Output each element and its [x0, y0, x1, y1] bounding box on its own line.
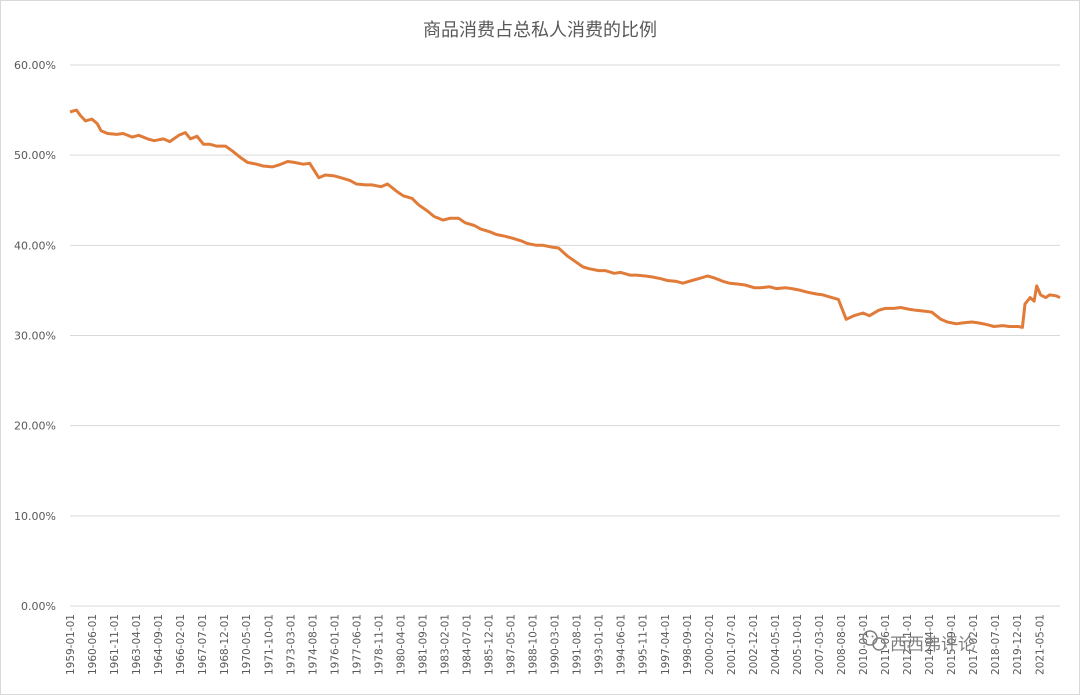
x-tick-label: 1984-07-01: [462, 614, 474, 675]
x-tick-label: 1995-11-01: [638, 614, 650, 675]
x-tick-label: 1974-08-01: [307, 614, 319, 675]
x-tick-label: 1994-06-01: [616, 614, 628, 675]
x-tick-label: 1998-09-01: [682, 614, 694, 675]
x-tick-label: 1959-01-01: [65, 614, 77, 675]
x-axis-tick-labels: 1959-01-01 1960-06-01 1961-11-01 1963-04-01…: [65, 614, 1046, 675]
x-tick-label: 1970-05-01: [241, 614, 253, 675]
y-tick-label: 20.00%: [14, 420, 56, 433]
x-tick-label: 1985-12-01: [484, 614, 496, 675]
watermark: 西西弗评论: [862, 630, 975, 655]
x-tick-label: 1960-06-01: [87, 614, 99, 675]
x-tick-label: 2018-07-01: [990, 614, 1002, 675]
x-tick-label: 1997-04-01: [660, 614, 672, 675]
y-tick-label: 30.00%: [14, 330, 56, 343]
x-tick-label: 1993-01-01: [594, 614, 606, 675]
x-tick-label: 1983-02-01: [439, 614, 451, 675]
watermark-text: 西西弗评论: [890, 635, 975, 655]
y-tick-label: 50.00%: [14, 149, 56, 162]
x-tick-label: 2010-01-01: [858, 614, 870, 675]
x-tick-label: 1966-02-01: [175, 614, 187, 675]
x-tick-label: 2002-12-01: [748, 614, 760, 675]
x-tick-label: 1980-04-01: [395, 614, 407, 675]
x-tick-label: 1967-07-01: [197, 614, 209, 675]
x-tick-label: 2011-06-01: [880, 614, 892, 675]
x-tick-label: 1964-09-01: [153, 614, 165, 675]
x-tick-label: 2008-08-01: [836, 614, 848, 675]
x-tick-label: 1968-12-01: [219, 614, 231, 675]
series-layer: [69, 108, 1061, 329]
x-tick-label: 2000-02-01: [704, 614, 716, 675]
x-tick-label: 1971-10-01: [263, 614, 275, 675]
y-tick-label: 60.00%: [14, 59, 56, 72]
x-tick-label: 2012-11-01: [902, 614, 914, 675]
chart-title: 商品消费占总私人消费的比例: [423, 20, 657, 41]
x-tick-label: 2004-05-01: [770, 614, 782, 675]
series-line: [69, 108, 1061, 329]
x-tick-label: 1976-01-01: [329, 614, 341, 675]
x-tick-label: 2007-03-01: [814, 614, 826, 675]
x-tick-label: 2014-04-01: [924, 614, 936, 675]
x-tick-label: 1977-06-01: [351, 614, 363, 675]
x-tick-label: 1991-08-01: [572, 614, 584, 675]
x-tick-label: 2021-05-01: [1034, 614, 1046, 675]
y-tick-label: 10.00%: [14, 510, 56, 523]
x-tick-label: 1981-09-01: [417, 614, 429, 675]
x-tick-label: 2005-10-01: [792, 614, 804, 675]
x-tick-label: 2019-12-01: [1012, 614, 1024, 675]
wechat-icon: [862, 630, 886, 651]
y-tick-label: 40.00%: [14, 239, 56, 252]
x-tick-label: 1963-04-01: [131, 614, 143, 675]
y-tick-label: 0.00%: [21, 600, 56, 613]
x-tick-label: 1978-11-01: [373, 614, 385, 675]
y-axis-tick-labels: 0.00% 10.00% 20.00% 30.00% 40.00% 50.00% 60.00…: [14, 59, 56, 613]
x-tick-label: 2001-07-01: [726, 614, 738, 675]
x-tick-label: 1988-10-01: [528, 614, 540, 675]
x-tick-label: 1961-11-01: [109, 614, 121, 675]
x-tick-label: 1990-03-01: [550, 614, 562, 675]
grid-layer: [70, 64, 1060, 607]
x-tick-label: 1973-03-01: [285, 614, 297, 675]
x-tick-label: 1987-05-01: [506, 614, 518, 675]
x-tick-label: 2017-02-01: [968, 614, 980, 675]
x-tick-label: 2015-09-01: [946, 614, 958, 675]
